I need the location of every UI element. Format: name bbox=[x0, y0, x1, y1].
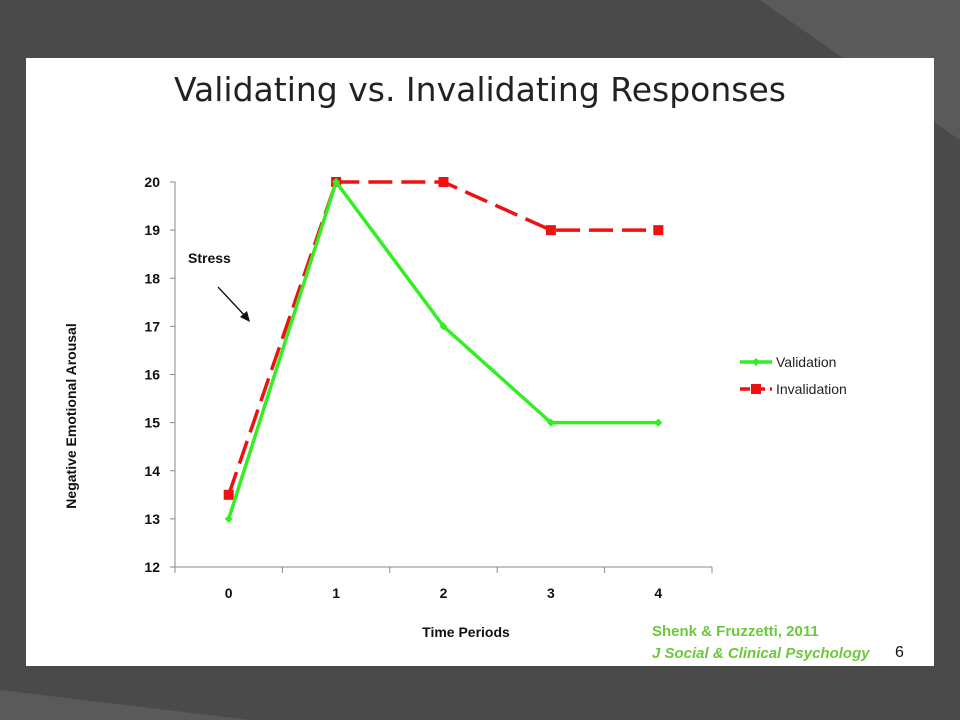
x-tick-label: 2 bbox=[440, 585, 448, 601]
legend-marker bbox=[751, 384, 761, 394]
legend-item-validation: Validation bbox=[740, 354, 836, 370]
slide-canvas bbox=[26, 58, 934, 666]
data-point bbox=[545, 225, 556, 236]
data-point bbox=[223, 489, 234, 500]
series-line bbox=[227, 180, 659, 496]
y-tick-label: 15 bbox=[144, 415, 160, 431]
y-tick-label: 12 bbox=[144, 559, 160, 575]
citation-journal: J Social & Clinical Psychology bbox=[652, 645, 870, 662]
stress-annotation: Stress bbox=[188, 250, 231, 266]
data-point bbox=[332, 178, 341, 186]
y-axis-title: Negative Emotional Arousal bbox=[63, 323, 79, 508]
legend-item-invalidation: Invalidation bbox=[740, 381, 847, 397]
x-axis-title: Time Periods bbox=[422, 624, 510, 640]
x-tick-label: 0 bbox=[225, 585, 233, 601]
series-invalidation bbox=[223, 177, 664, 500]
citation-authors: Shenk & Fruzzetti, 2011 bbox=[652, 623, 819, 640]
slide-title: Validating vs. Invalidating Responses bbox=[174, 70, 786, 109]
legend-marker bbox=[752, 358, 760, 366]
x-tick-label: 3 bbox=[547, 585, 555, 601]
y-tick-label: 20 bbox=[144, 174, 160, 190]
data-point bbox=[653, 225, 664, 236]
y-tick-label: 19 bbox=[144, 222, 160, 238]
series-line bbox=[227, 180, 659, 520]
data-point bbox=[438, 177, 449, 187]
data-point bbox=[654, 418, 663, 427]
y-tick-label: 14 bbox=[144, 463, 160, 479]
page-number: 6 bbox=[895, 644, 904, 661]
data-point bbox=[546, 418, 555, 427]
y-tick-label: 17 bbox=[144, 318, 160, 334]
data-point bbox=[439, 322, 448, 331]
legend-label: Invalidation bbox=[776, 381, 847, 397]
data-point bbox=[224, 514, 233, 523]
y-tick-label: 13 bbox=[144, 511, 160, 527]
annotation-arrowhead bbox=[240, 311, 250, 322]
citation: Shenk & Fruzzetti, 2011 J Social & Clini… bbox=[652, 621, 870, 665]
annotation-arrow-line bbox=[217, 286, 247, 318]
x-tick-label: 1 bbox=[332, 585, 340, 601]
series-validation bbox=[224, 178, 663, 523]
y-tick-label: 18 bbox=[144, 270, 160, 286]
y-tick-label: 16 bbox=[144, 367, 160, 383]
x-tick-label: 4 bbox=[654, 585, 662, 601]
legend-label: Validation bbox=[776, 354, 836, 370]
